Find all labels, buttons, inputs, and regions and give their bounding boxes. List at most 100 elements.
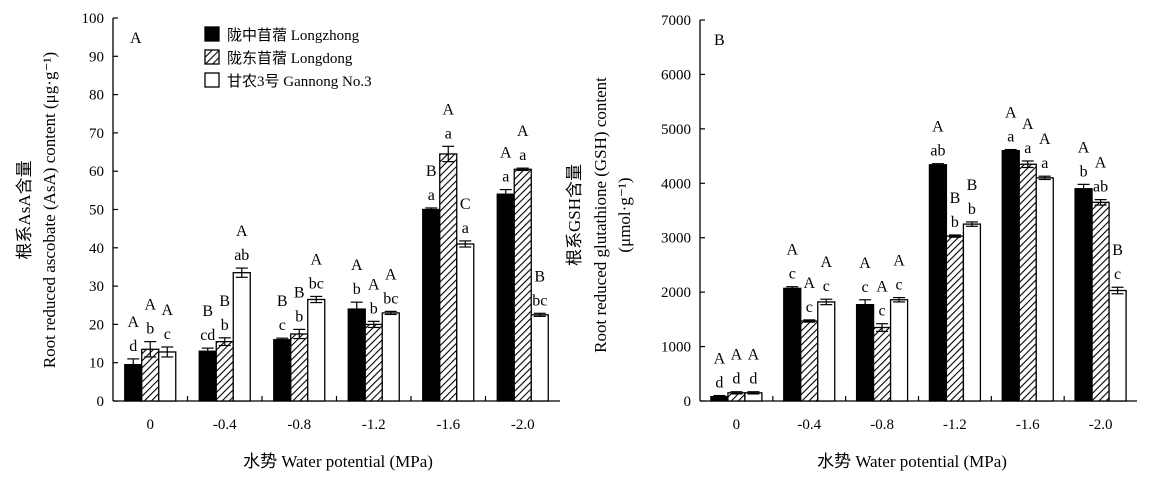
significance-letter-upper: B <box>219 293 230 310</box>
y-axis-title: (μmol·g⁻¹) <box>615 177 634 252</box>
significance-letter-lower: bc <box>309 275 324 292</box>
significance-letter-upper: B <box>277 293 288 310</box>
bar <box>456 243 475 402</box>
y-tick-label: 3000 <box>661 231 691 247</box>
significance-letter-upper: B <box>967 177 978 194</box>
x-tick-label: -1.6 <box>1016 417 1040 433</box>
significance-letter-lower: c <box>806 299 813 316</box>
y-axis-title: 根系GSH含量 <box>565 164 584 266</box>
y-tick-label: 0 <box>97 394 105 410</box>
significance-letter-lower: ab <box>930 143 945 160</box>
y-tick-label: 1000 <box>661 340 691 356</box>
y-tick-label: 6000 <box>661 67 691 83</box>
significance-letter-upper: A <box>859 255 871 272</box>
bar <box>232 272 251 402</box>
significance-letter-upper: C <box>460 196 471 213</box>
significance-letter-lower: d <box>129 338 137 355</box>
y-tick-label: 60 <box>89 164 104 180</box>
significance-letter-upper: A <box>1095 155 1107 172</box>
significance-letter-upper: A <box>500 145 512 162</box>
significance-letter-upper: A <box>236 223 248 240</box>
bar <box>889 299 909 402</box>
bar <box>962 223 982 402</box>
significance-letter-upper: A <box>1078 139 1090 156</box>
significance-letter-lower: ab <box>1093 179 1108 196</box>
bar <box>158 351 177 402</box>
y-axis-title: Root reduced ascobate (AsA) content (μg·… <box>40 52 59 368</box>
y-tick-label: 40 <box>89 241 104 257</box>
significance-letter-lower: d <box>749 371 757 388</box>
bar <box>928 164 948 402</box>
significance-letter-upper: A <box>161 302 173 319</box>
significance-letter-lower: c <box>862 279 869 296</box>
significance-letter-upper: B <box>534 268 545 285</box>
significance-letter-upper: A <box>1005 105 1017 122</box>
x-tick-label: -1.6 <box>436 417 460 433</box>
significance-letter-upper: A <box>310 251 322 268</box>
y-tick-label: 50 <box>89 203 104 219</box>
bar <box>290 333 309 402</box>
significance-letter-lower: cd <box>200 327 215 344</box>
legend-swatch <box>204 72 220 88</box>
x-tick-label: -1.2 <box>362 417 386 433</box>
bar <box>307 298 326 402</box>
significance-letter-upper: A <box>748 347 760 364</box>
y-tick-label: 10 <box>89 356 104 372</box>
significance-letter-lower: b <box>353 281 361 298</box>
panel-b-chart: 010002000300040005000600070000dAdAdA-0.4… <box>565 13 1137 471</box>
bar <box>1018 163 1037 402</box>
significance-letter-lower: d <box>732 371 740 388</box>
significance-letter-lower: a <box>519 147 526 164</box>
x-axis-title: 水势 Water potential (MPa) <box>243 452 433 471</box>
legend-swatch <box>204 49 220 65</box>
significance-letter-upper: A <box>803 275 815 292</box>
significance-letter-lower: c <box>789 266 796 283</box>
significance-letter-lower: c <box>823 278 830 295</box>
bar <box>347 308 366 402</box>
x-tick-label: -0.4 <box>797 417 821 433</box>
significance-letter-lower: bc <box>532 292 547 309</box>
significance-letter-lower: a <box>502 169 509 186</box>
y-tick-label: 5000 <box>661 122 691 138</box>
significance-letter-upper: A <box>876 279 888 296</box>
bar <box>1074 188 1093 402</box>
significance-letter-lower: b <box>968 201 976 218</box>
y-axis-title: 根系AsA含量 <box>15 160 34 259</box>
bar <box>364 323 383 402</box>
significance-letter-lower: a <box>445 125 452 142</box>
legend-label: 陇中苜蓿 Longzhong <box>227 27 360 44</box>
legend-label: 甘农3号 Gannong No.3 <box>227 73 372 90</box>
significance-letter-upper: A <box>786 242 798 259</box>
bar <box>198 350 217 402</box>
y-tick-label: 7000 <box>661 13 691 29</box>
significance-letter-lower: b <box>221 317 229 334</box>
bar <box>273 339 292 402</box>
y-tick-label: 0 <box>684 394 692 410</box>
significance-letter-lower: b <box>146 321 154 338</box>
bar <box>783 287 802 402</box>
bar <box>1108 289 1127 402</box>
y-tick-label: 100 <box>82 11 105 27</box>
significance-letter-upper: A <box>1039 131 1051 148</box>
bar <box>513 168 532 402</box>
legend-swatch <box>204 26 220 42</box>
significance-letter-lower: a <box>428 187 435 204</box>
legend-label: 陇东苜蓿 Longdong <box>227 50 353 67</box>
significance-letter-upper: A <box>368 276 380 293</box>
x-tick-label: -0.8 <box>870 417 894 433</box>
bar <box>945 235 965 402</box>
bar <box>439 153 458 402</box>
x-tick-label: -1.2 <box>943 417 967 433</box>
significance-letter-upper: B <box>426 163 437 180</box>
significance-letter-lower: b <box>1080 163 1088 180</box>
significance-letter-upper: A <box>1022 116 1034 133</box>
y-tick-label: 4000 <box>661 176 691 192</box>
significance-letter-upper: A <box>442 101 454 118</box>
significance-letter-lower: a <box>1024 140 1031 157</box>
significance-letter-upper: B <box>1112 242 1123 259</box>
x-tick-label: -0.4 <box>213 417 237 433</box>
y-tick-label: 30 <box>89 279 104 295</box>
significance-letter-lower: c <box>164 326 171 343</box>
significance-letter-upper: A <box>127 314 139 331</box>
